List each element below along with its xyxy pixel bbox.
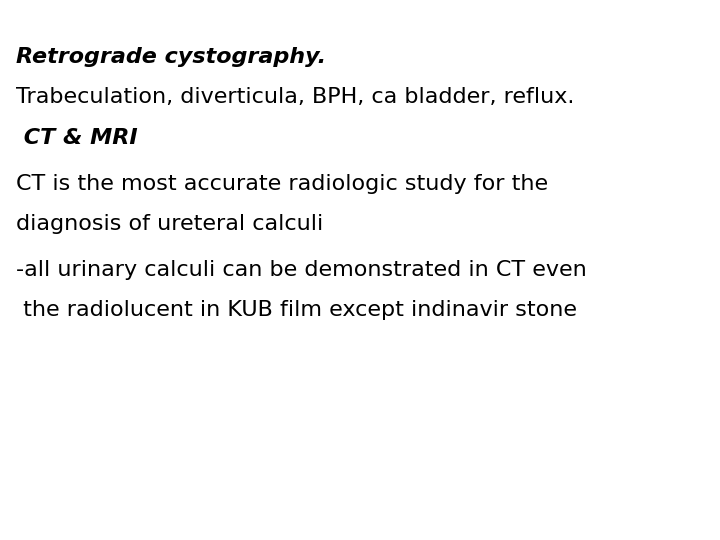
Text: CT & MRI: CT & MRI [16, 127, 138, 148]
Text: diagnosis of ureteral calculi: diagnosis of ureteral calculi [16, 214, 323, 234]
Text: Retrograde cystography.: Retrograde cystography. [16, 46, 326, 67]
Text: the radiolucent in KUB film except indinavir stone: the radiolucent in KUB film except indin… [16, 300, 577, 321]
Text: CT is the most accurate radiologic study for the: CT is the most accurate radiologic study… [16, 173, 548, 194]
Text: Trabeculation, diverticula, BPH, ca bladder, reflux.: Trabeculation, diverticula, BPH, ca blad… [16, 87, 575, 107]
Text: -all urinary calculi can be demonstrated in CT even: -all urinary calculi can be demonstrated… [16, 260, 587, 280]
